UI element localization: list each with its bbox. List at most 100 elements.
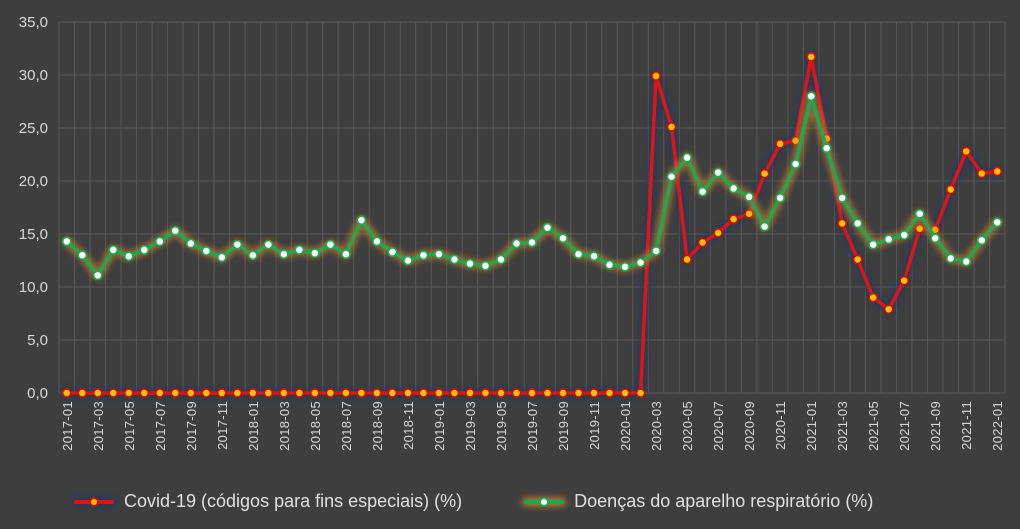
y-axis-label: 25,0 [19,120,48,137]
respiratorio-point [170,225,181,236]
covid19-point [620,388,630,398]
x-axis-label: 2018-07 [339,401,354,451]
respiratorio-point [992,217,1003,228]
covid19-point [340,388,351,398]
respiratorio-point [961,256,972,267]
x-axis-label: 2019-05 [494,401,509,451]
x-axis-label: 2020-03 [649,401,664,451]
respiratorio-point [682,152,693,163]
respiratorio-point [402,255,413,266]
respiratorio-point [558,233,568,244]
x-axis-label: 2021-11 [959,401,974,450]
covid19-point [263,388,274,398]
x-axis-label: 2021-01 [804,401,819,451]
legend-item-covid19: Covid-19 (códigos para fins especiais) (… [74,491,462,512]
covid19-point [154,388,165,398]
respiratorio-point [511,238,522,249]
covid19-point [387,388,398,398]
covid19-point [123,388,134,398]
respiratorio-point [744,191,755,202]
respiratorio-point [666,171,677,182]
respiratorio-point [340,249,351,260]
series-layer [61,51,1003,398]
covid19-point [806,52,817,62]
covid19-point [837,218,848,229]
covid19-point [434,388,444,398]
respiratorio-point [620,261,630,272]
respiratorio-point [434,249,444,260]
respiratorio-point [837,193,848,203]
respiratorio-point [465,258,475,269]
x-axis-label: 2022-01 [990,401,1005,451]
respiratorio-point [185,238,196,249]
respiratorio-point [496,254,506,265]
covid19-point [728,214,739,225]
respiratorio-point [216,252,227,263]
covid19-point [278,388,289,398]
covid19-legend-marker-icon [74,496,114,507]
covid19-point [527,388,537,398]
covid19-point [573,388,584,398]
respiratorio-point [759,221,770,232]
respiratorio-point [790,159,801,169]
respiratorio-point [139,244,150,255]
respiratorio-point [449,254,460,265]
covid19-point [77,388,88,398]
respiratorio-point [930,233,941,244]
covid19-point [294,388,305,398]
covid19-point [325,388,336,398]
covid19-point [666,121,677,132]
respiratorio-point [61,236,72,247]
respiratorio-point [775,193,786,203]
x-axis-label: 2017-11 [215,401,230,450]
respiratorio-markers [61,91,1003,281]
respiratorio-point [697,186,708,197]
x-axis-labels: 2017-01 2017-03 2017-05 2017-07 2017-09 2017-… [60,401,1005,451]
covid19-point [604,388,615,398]
covid19-point [356,388,367,398]
respiratorio-point [123,251,134,262]
respiratorio-point [77,250,88,261]
x-axis-label: 2019-07 [525,401,540,451]
respiratorio-point [418,250,429,261]
y-axis-label: 30,0 [19,67,48,84]
respiratorio-legend-marker-icon [524,496,565,507]
x-axis-label: 2017-07 [153,401,168,451]
covid19-point [759,168,770,179]
legend-label-covid19: Covid-19 (códigos para fins especiais) (… [124,491,463,511]
chart-svg: 0,05,010,015,020,025,030,035,0 2017-01 20… [19,14,1006,451]
y-axis-label: 15,0 [19,226,48,243]
x-axis-label: 2019-11 [587,401,602,450]
y-axis-label: 20,0 [19,173,48,190]
respiratorio-point [976,235,987,246]
respiratorio-point [883,234,894,245]
respiratorio-point [651,246,662,256]
x-axis-label: 2019-09 [556,401,571,451]
x-axis-label: 2018-05 [308,401,323,451]
covid19-point [558,388,568,398]
legend-label-respiratorio: Doenças do aparelho respiratório (%) [574,491,874,511]
x-axis-label: 2018-01 [246,401,261,451]
covid19-point [945,184,956,195]
covid19-point [216,388,227,398]
respiratorio-point [573,249,584,260]
respiratorio-point [713,167,724,178]
covid19-point [480,388,491,398]
covid19-point [418,388,429,398]
covid19-point [713,227,724,238]
y-axis-labels: 0,0 5,0 10,0 15,0 20,0 25,0 30,0 35,0 [19,14,48,402]
respiratorio-point [356,215,367,226]
y-axis-label: 5,0 [27,332,48,349]
x-axis-label: 2017-05 [122,401,137,451]
x-axis-label: 2020-09 [742,401,757,451]
covid19-point [697,237,708,248]
respiratorio-point [589,251,599,262]
respiratorio-point [371,236,382,247]
respiratorio-point [527,237,537,248]
x-axis-label: 2017-03 [91,401,106,451]
x-axis-label: 2017-09 [184,401,199,451]
covid19-point [449,388,460,398]
respiratorio-point [542,222,553,233]
covid19-point [247,388,258,398]
respiratorio-point [154,236,165,247]
